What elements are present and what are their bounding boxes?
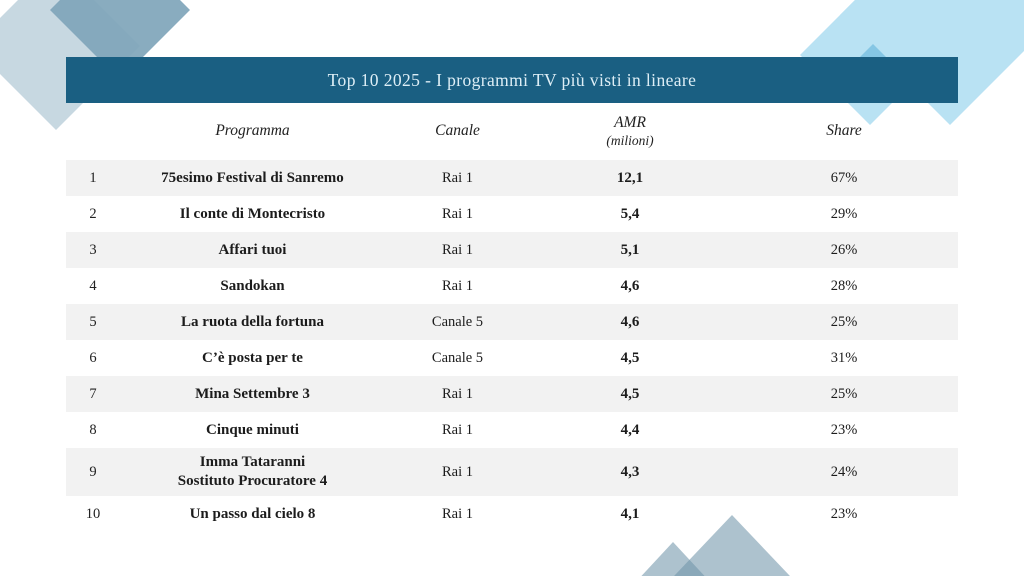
amr-cell: 5,4 bbox=[620, 205, 640, 222]
share-cell: 31% bbox=[830, 349, 858, 366]
amr-cell: 4,6 bbox=[620, 277, 640, 294]
header-channel: Canale bbox=[435, 122, 480, 140]
amr-cell: 4,3 bbox=[620, 463, 640, 480]
share-cell: 25% bbox=[830, 313, 858, 330]
slide-title: Top 10 2025 - I programmi TV più visti i… bbox=[327, 69, 697, 90]
rank-cell: 1 bbox=[89, 169, 97, 186]
channel-cell: Canale 5 bbox=[431, 349, 484, 366]
share-cell: 24% bbox=[830, 463, 858, 480]
table-row: 1 75esimo Festival di Sanremo Rai 1 12,1… bbox=[66, 160, 958, 196]
amr-cell: 4,6 bbox=[620, 313, 640, 330]
share-cell: 23% bbox=[830, 505, 858, 522]
tv-ratings-table: Programma Canale AMR (milioni) Share 1 7… bbox=[66, 103, 958, 532]
program-cell: Imma Tataranni Sostituto Procuratore 4 bbox=[177, 454, 328, 489]
amr-cell: 4,1 bbox=[620, 505, 640, 522]
rank-cell: 10 bbox=[85, 505, 101, 522]
table-header-row: Programma Canale AMR (milioni) Share bbox=[66, 103, 958, 160]
rank-cell: 3 bbox=[89, 241, 97, 258]
program-cell: Affari tuoi bbox=[218, 241, 287, 258]
rank-cell: 9 bbox=[89, 463, 97, 480]
share-cell: 23% bbox=[830, 421, 858, 438]
rank-cell: 6 bbox=[89, 349, 97, 366]
table-row: 4 Sandokan Rai 1 4,6 28% bbox=[66, 268, 958, 304]
channel-cell: Rai 1 bbox=[441, 241, 473, 258]
amr-cell: 4,4 bbox=[620, 421, 640, 438]
channel-cell: Canale 5 bbox=[431, 313, 484, 330]
table-row: 7 Mina Settembre 3 Rai 1 4,5 25% bbox=[66, 376, 958, 412]
rank-cell: 5 bbox=[89, 313, 97, 330]
share-cell: 26% bbox=[830, 241, 858, 258]
channel-cell: Rai 1 bbox=[441, 205, 473, 222]
amr-cell: 4,5 bbox=[620, 349, 640, 366]
rank-cell: 7 bbox=[89, 385, 97, 402]
channel-cell: Rai 1 bbox=[441, 277, 473, 294]
channel-cell: Rai 1 bbox=[441, 421, 473, 438]
table-row: 9 Imma Tataranni Sostituto Procuratore 4… bbox=[66, 448, 958, 496]
program-cell: Sandokan bbox=[220, 277, 285, 294]
table-row: 6 C’è posta per te Canale 5 4,5 31% bbox=[66, 340, 958, 376]
header-amr-label: AMR bbox=[614, 114, 646, 132]
table-row: 10 Un passo dal cielo 8 Rai 1 4,1 23% bbox=[66, 496, 958, 532]
rank-cell: 8 bbox=[89, 421, 97, 438]
program-cell: Mina Settembre 3 bbox=[195, 385, 310, 402]
amr-cell: 12,1 bbox=[616, 169, 644, 186]
table-row: 3 Affari tuoi Rai 1 5,1 26% bbox=[66, 232, 958, 268]
channel-cell: Rai 1 bbox=[441, 463, 473, 480]
share-cell: 28% bbox=[830, 277, 858, 294]
program-cell: Cinque minuti bbox=[206, 421, 299, 438]
header-program: Programma bbox=[215, 122, 290, 140]
amr-cell: 5,1 bbox=[620, 241, 640, 258]
rank-cell: 4 bbox=[89, 277, 97, 294]
program-cell: Un passo dal cielo 8 bbox=[189, 505, 316, 522]
channel-cell: Rai 1 bbox=[441, 385, 473, 402]
table-row: 8 Cinque minuti Rai 1 4,4 23% bbox=[66, 412, 958, 448]
table-row: 5 La ruota della fortuna Canale 5 4,6 25… bbox=[66, 304, 958, 340]
program-cell: La ruota della fortuna bbox=[181, 313, 324, 330]
share-cell: 29% bbox=[830, 205, 858, 222]
program-cell: Il conte di Montecristo bbox=[179, 205, 326, 222]
channel-cell: Rai 1 bbox=[441, 169, 473, 186]
rank-cell: 2 bbox=[89, 205, 97, 222]
channel-cell: Rai 1 bbox=[441, 505, 473, 522]
title-bar: Top 10 2025 - I programmi TV più visti i… bbox=[66, 57, 958, 103]
header-amr-unit: (milioni) bbox=[606, 132, 654, 148]
share-cell: 67% bbox=[830, 169, 858, 186]
amr-cell: 4,5 bbox=[620, 385, 640, 402]
program-cell: C’è posta per te bbox=[202, 349, 303, 366]
share-cell: 25% bbox=[830, 385, 858, 402]
table-row: 2 Il conte di Montecristo Rai 1 5,4 29% bbox=[66, 196, 958, 232]
program-cell: 75esimo Festival di Sanremo bbox=[161, 169, 344, 186]
header-share: Share bbox=[826, 122, 862, 140]
header-amr: AMR (milioni) bbox=[530, 114, 730, 149]
